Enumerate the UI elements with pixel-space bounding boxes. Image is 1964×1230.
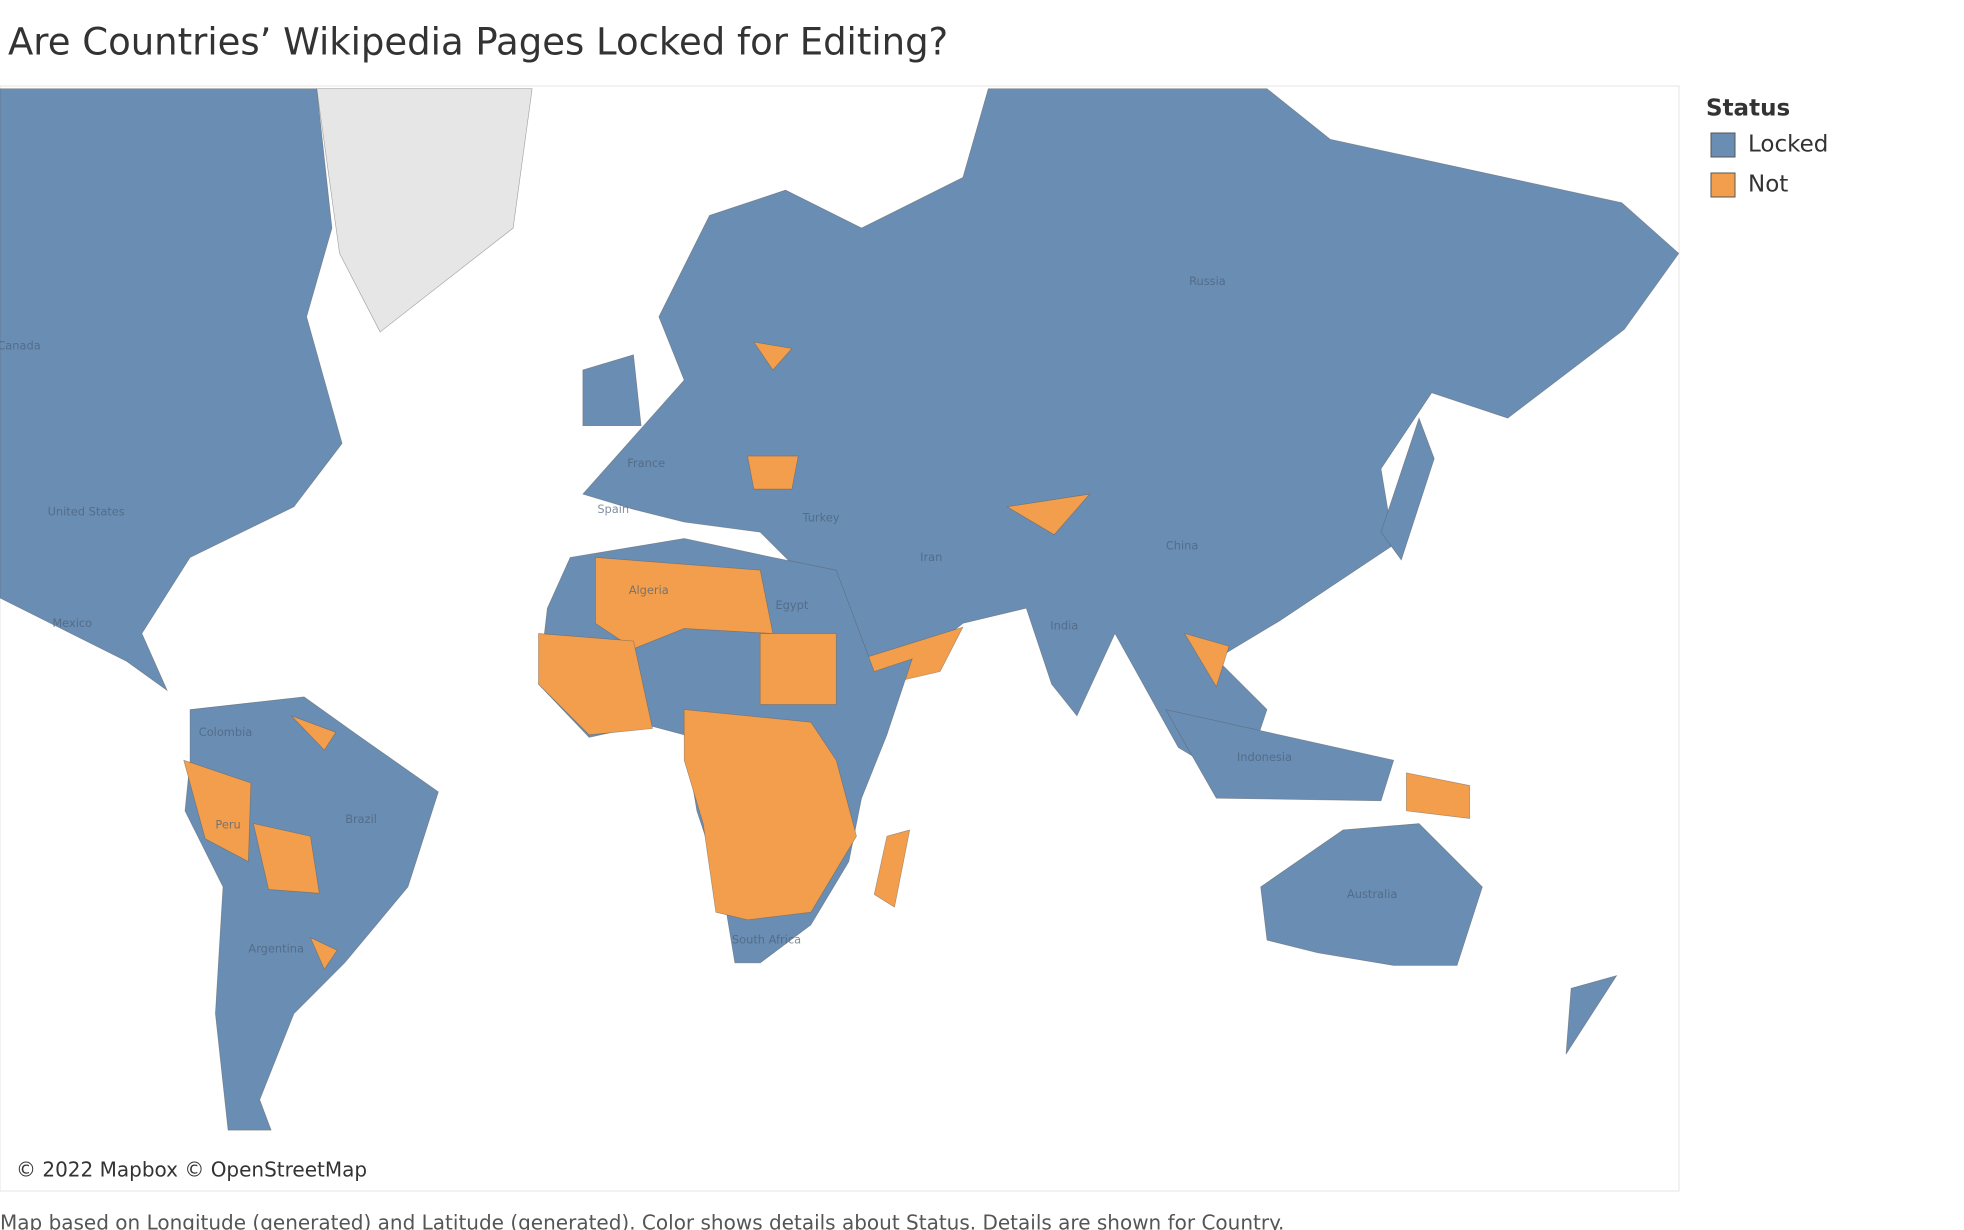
place-label: France — [627, 456, 665, 470]
place-label: China — [1166, 539, 1199, 553]
country — [747, 455, 799, 490]
place-label: Australia — [1347, 887, 1397, 901]
country — [1165, 709, 1395, 802]
attribution-bg — [10, 1155, 362, 1185]
place-label: Brazil — [345, 812, 377, 826]
place-label: Egypt — [775, 598, 808, 612]
country — [683, 709, 857, 921]
country — [759, 633, 837, 705]
place-label: Colombia — [199, 725, 253, 739]
legend-label: Not — [1748, 172, 1788, 198]
place-label: Canada — [0, 338, 41, 352]
country — [753, 341, 793, 371]
legend-label: Locked — [1748, 132, 1828, 158]
place-label: Argentina — [248, 941, 304, 955]
country — [0, 88, 343, 692]
country — [595, 557, 774, 650]
country — [291, 715, 337, 751]
title: Are Countries’ Wikipedia Pages Locked fo… — [8, 21, 948, 64]
legend-swatch — [1710, 172, 1736, 198]
map[interactable]: Canada United States Mexico Colombia Peru Bra… — [0, 88, 1680, 1131]
country — [316, 88, 533, 333]
attribution: © 2022 Mapbox © OpenStreetMap — [16, 1158, 367, 1182]
place-label: Turkey — [801, 511, 839, 525]
country — [309, 936, 338, 970]
country — [873, 829, 911, 908]
country — [1260, 823, 1483, 966]
country — [1406, 772, 1471, 819]
country — [183, 759, 252, 863]
caption: Map based on Longitude (generated) and L… — [0, 1211, 1284, 1230]
place-label: Spain — [597, 502, 629, 516]
place-label: India — [1050, 618, 1078, 632]
country — [1380, 417, 1435, 561]
legend-title: Status — [1706, 96, 1790, 122]
legend: Locked Not — [1710, 132, 1828, 198]
place-label: Algeria — [629, 583, 669, 597]
country — [252, 823, 320, 894]
place-label: Russia — [1189, 274, 1226, 288]
legend-swatch — [1710, 132, 1736, 158]
country — [582, 354, 642, 427]
place-label: United States — [48, 504, 125, 518]
country — [1183, 632, 1230, 688]
place-label: Iran — [920, 550, 942, 564]
place-label: Indonesia — [1237, 750, 1292, 764]
country — [538, 633, 653, 736]
place-label: Peru — [215, 817, 240, 831]
country — [1565, 975, 1618, 1055]
country — [1006, 493, 1091, 536]
place-label: South Africa — [732, 933, 801, 947]
place-label: Mexico — [52, 616, 92, 630]
